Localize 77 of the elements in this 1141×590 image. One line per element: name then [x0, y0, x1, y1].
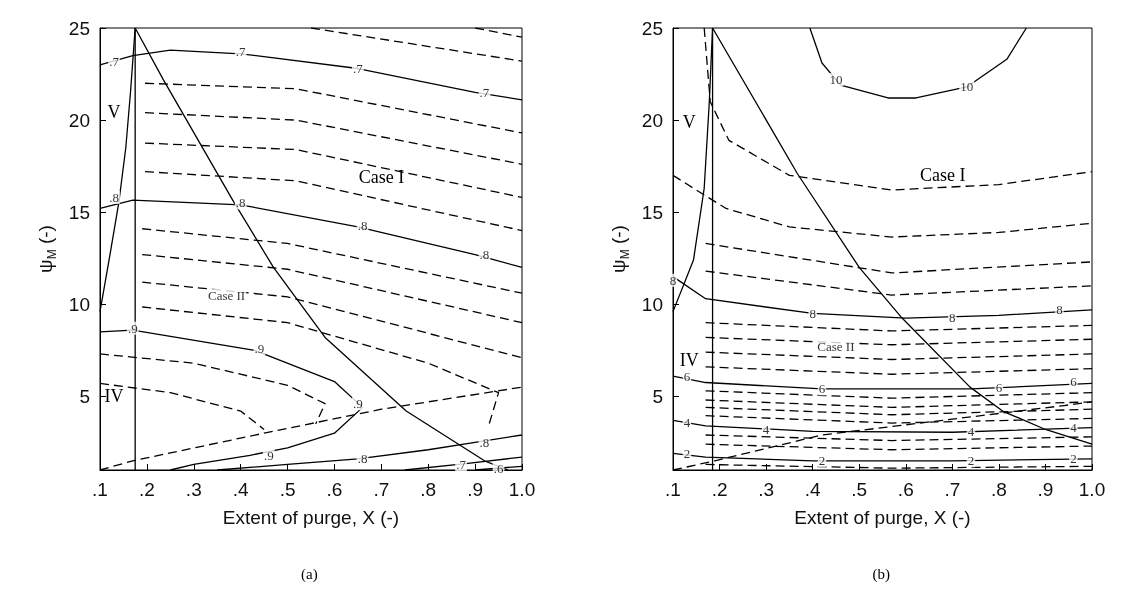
y-tick-label: 5 — [652, 385, 663, 407]
y-tick-label: 15 — [641, 201, 663, 223]
y-tick-label: 20 — [641, 109, 663, 131]
annotation: 2 — [818, 453, 826, 469]
y-axis-title: ψM (-) — [608, 225, 632, 273]
annotation: 10 — [960, 79, 974, 95]
x-tick-label: .8 — [990, 479, 1007, 500]
annotation: .8 — [109, 189, 119, 205]
x-axis-title: Extent of purge, X (-) — [222, 507, 400, 528]
x-tick-label: .9 — [467, 479, 484, 500]
annotation: Case I — [920, 165, 966, 186]
annotation: .7 — [353, 61, 364, 77]
annotation: .9 — [127, 320, 138, 336]
annotation: 4 — [1070, 420, 1078, 436]
annotation: .8 — [479, 434, 490, 450]
x-tick-label: .6 — [326, 479, 343, 500]
x-tick-label: .4 — [804, 479, 822, 500]
x-tick-label: .2 — [138, 479, 155, 500]
annotation: 10 — [829, 72, 843, 88]
x-tick-label: .6 — [897, 479, 914, 500]
x-tick-label: .3 — [758, 479, 775, 500]
annotation: 8 — [1056, 302, 1063, 318]
x-tick-label: .9 — [1037, 479, 1054, 500]
annotation: .9 — [254, 340, 265, 356]
text: (a) — [301, 565, 318, 583]
x-tick-label: .5 — [851, 479, 868, 500]
annotation: .7 — [479, 84, 490, 100]
x-axis-title: Extent of purge, X (-) — [794, 507, 971, 528]
x-tick-label: .8 — [420, 479, 437, 500]
y-tick-label: 20 — [68, 109, 90, 131]
annotation: 8 — [669, 272, 677, 288]
annotation: .9 — [353, 396, 363, 412]
y-tick-label: 10 — [68, 293, 90, 315]
y-tick-label: 15 — [68, 201, 90, 223]
annotation: 2 — [967, 453, 975, 469]
annotation: .8 — [357, 451, 368, 467]
x-tick-label: 1.0 — [1078, 479, 1106, 500]
annotation: .9 — [263, 447, 274, 463]
x-tick-label: .2 — [711, 479, 728, 500]
y-tick-label: 25 — [641, 17, 663, 39]
annotation: 6 — [818, 381, 826, 397]
y-axis-title: ψM (-) — [35, 225, 59, 273]
annotation: V — [682, 111, 696, 132]
annotation: .8 — [235, 195, 246, 211]
annotation: .7 — [109, 53, 120, 69]
annotation: 2 — [1070, 451, 1077, 467]
annotation: Case II — [208, 287, 246, 303]
annotation: 8 — [949, 309, 956, 325]
annotation: 4 — [683, 414, 691, 430]
annotation: 6 — [1070, 374, 1078, 390]
x-tick-label: .7 — [373, 479, 390, 500]
x-tick-label: 1.0 — [508, 479, 536, 500]
annotation: 6 — [995, 379, 1003, 395]
x-tick-label: .1 — [665, 479, 681, 500]
annotation: 6 — [683, 368, 691, 384]
annotation: 4 — [967, 423, 975, 439]
y-tick-label: 10 — [641, 293, 663, 315]
annotation: IV — [104, 386, 124, 407]
y-tick-label: 25 — [68, 17, 90, 39]
annotation: .7 — [235, 44, 247, 60]
annotation: .8 — [479, 247, 490, 263]
annotation: Case II — [817, 339, 855, 355]
annotation: .7 — [456, 456, 467, 472]
y-tick-label: 5 — [79, 385, 90, 407]
annotation: .8 — [357, 217, 368, 233]
annotation: 2 — [683, 445, 691, 461]
annotation: 4 — [762, 421, 770, 437]
x-tick-label: .4 — [232, 479, 250, 500]
annotation: Case I — [358, 167, 405, 188]
x-tick-label: .5 — [279, 479, 296, 500]
x-tick-label: .3 — [185, 479, 202, 500]
text: (b) — [872, 565, 890, 583]
x-tick-label: .1 — [92, 479, 108, 500]
annotation: V — [107, 101, 121, 122]
annotation: IV — [679, 349, 699, 370]
x-tick-label: .7 — [944, 479, 961, 500]
annotation: .6 — [493, 460, 504, 476]
